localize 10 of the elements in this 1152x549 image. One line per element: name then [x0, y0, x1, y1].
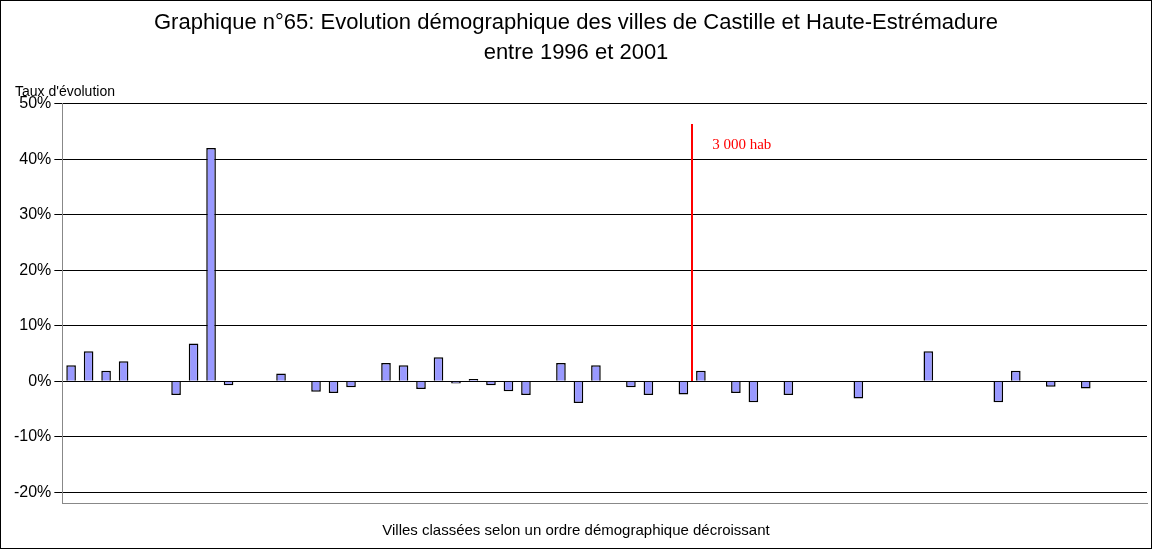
y-tick-label: 10% — [19, 316, 52, 334]
annotation: 3 000 hab — [712, 135, 772, 153]
y-tick-label: 30% — [19, 205, 52, 223]
y-tick-label: 20% — [19, 260, 52, 278]
y-tick-label: -10% — [13, 427, 52, 445]
x-axis-title: Villes classées selon un ordre démographique décroissant — [381, 521, 771, 538]
chart-title: Graphique n°65: Evolution démographique des villes de Castille et Haute-Estrémadure entre 1996 et 2001 — [152, 8, 1000, 66]
y-tick-label: 0% — [28, 371, 52, 389]
y-tick-label: -20% — [13, 482, 52, 500]
y-tick-label: 40% — [19, 149, 52, 167]
